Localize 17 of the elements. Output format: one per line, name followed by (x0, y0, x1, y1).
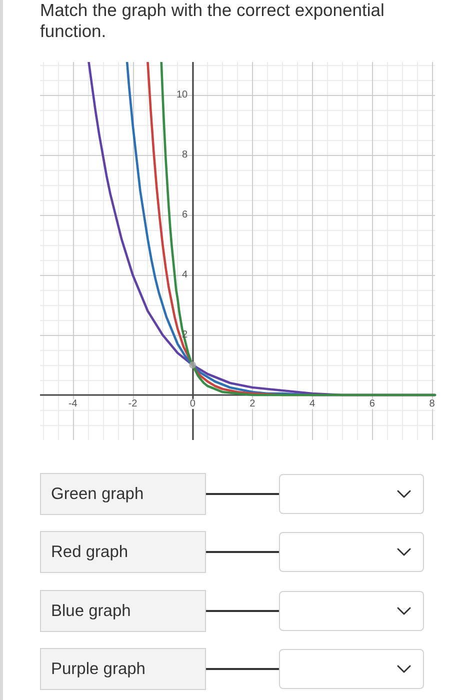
label-field: Red graph (40, 531, 206, 574)
chart-title: Match the graph with the correct exponential function. (40, 0, 386, 42)
y-tick-label: 10 (176, 90, 188, 100)
x-tick-label: 4 (310, 398, 316, 410)
label-field: Green graph (40, 473, 206, 515)
x-tick-label: -4 (68, 398, 78, 410)
x-tick-label: -2 (128, 398, 138, 410)
y-tick-label: 2 (182, 330, 188, 340)
y-tick-label: 4 (182, 270, 188, 280)
x-tick-label: 2 (250, 398, 256, 410)
x-tick-label: 8 (429, 398, 436, 410)
x-tick-label: 0 (190, 398, 196, 410)
x-tick-label: 6 (369, 398, 376, 410)
label-field: Blue graph (40, 590, 206, 632)
y-tick-label: 8 (182, 150, 188, 160)
label-field: Purple graph (40, 648, 206, 690)
y-tick-label: 6 (182, 210, 188, 220)
